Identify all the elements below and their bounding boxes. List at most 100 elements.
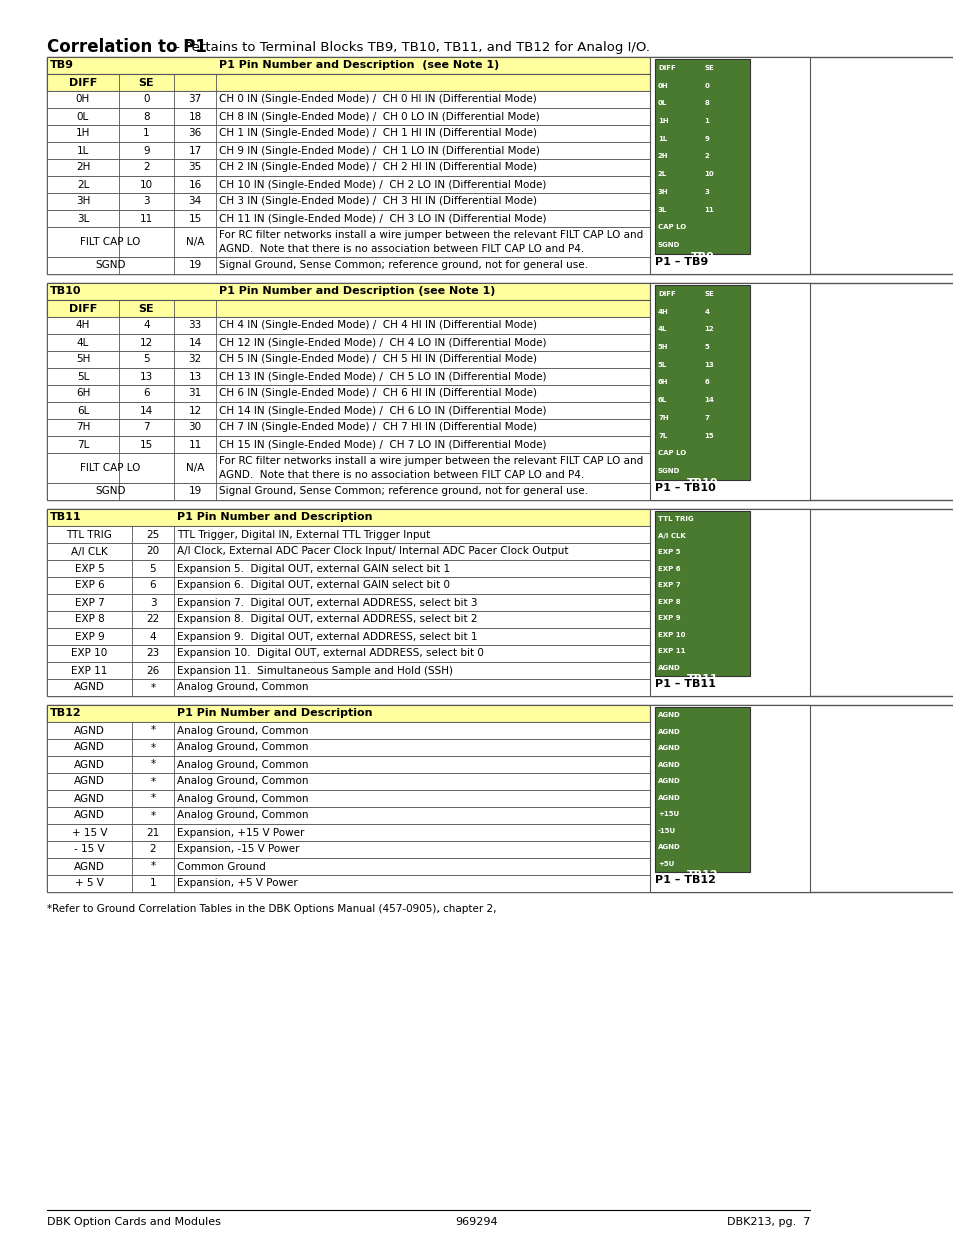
Text: 25: 25 <box>146 530 159 540</box>
Text: CH 7 IN (Single-Ended Mode) /  CH 7 HI IN (Differential Mode): CH 7 IN (Single-Ended Mode) / CH 7 HI IN… <box>219 422 537 432</box>
Text: CH 10 IN (Single-Ended Mode) /  CH 2 LO IN (Differential Mode): CH 10 IN (Single-Ended Mode) / CH 2 LO I… <box>219 179 546 189</box>
Text: SGND: SGND <box>658 468 679 474</box>
Bar <box>47 300 649 317</box>
Text: 26: 26 <box>146 666 159 676</box>
Text: Signal Ground, Sense Common; reference ground, not for general use.: Signal Ground, Sense Common; reference g… <box>219 487 587 496</box>
Text: CH 0 IN (Single-Ended Mode) /  CH 0 HI IN (Differential Mode): CH 0 IN (Single-Ended Mode) / CH 0 HI IN… <box>219 95 537 105</box>
Bar <box>47 177 649 193</box>
Bar <box>47 74 649 91</box>
Text: Expansion 9.  Digital OUT, external ADDRESS, select bit 1: Expansion 9. Digital OUT, external ADDRE… <box>177 631 477 641</box>
Text: *Refer to Ground Correlation Tables in the DBK Options Manual (457-0905), chapte: *Refer to Ground Correlation Tables in t… <box>47 904 496 914</box>
Text: 7: 7 <box>703 415 709 421</box>
Bar <box>47 629 649 645</box>
Text: A/I CLK: A/I CLK <box>658 532 685 538</box>
Text: TTL TRIG: TTL TRIG <box>658 516 693 522</box>
Text: AGND: AGND <box>74 725 105 736</box>
Bar <box>649 283 809 500</box>
Text: 7H: 7H <box>75 422 91 432</box>
Text: AGND: AGND <box>658 845 680 850</box>
Text: DIFF: DIFF <box>658 65 675 70</box>
Bar <box>47 210 649 227</box>
Text: TTL Trigger, Digital IN, External TTL Trigger Input: TTL Trigger, Digital IN, External TTL Tr… <box>177 530 430 540</box>
Bar <box>47 193 649 210</box>
Bar <box>47 722 649 739</box>
Bar <box>47 662 649 679</box>
Text: 17: 17 <box>188 146 201 156</box>
Text: CH 9 IN (Single-Ended Mode) /  CH 1 LO IN (Differential Mode): CH 9 IN (Single-Ended Mode) / CH 1 LO IN… <box>219 146 539 156</box>
Text: 2L: 2L <box>658 172 666 178</box>
Text: N/A: N/A <box>186 237 204 247</box>
Text: 22: 22 <box>146 615 159 625</box>
Text: SE: SE <box>138 78 154 88</box>
Text: Common Ground: Common Ground <box>177 862 266 872</box>
Text: CH 1 IN (Single-Ended Mode) /  CH 1 HI IN (Differential Mode): CH 1 IN (Single-Ended Mode) / CH 1 HI IN… <box>219 128 537 138</box>
Text: EXP 5: EXP 5 <box>74 563 104 573</box>
Text: 11: 11 <box>188 440 201 450</box>
Text: CH 11 IN (Single-Ended Mode) /  CH 3 LO IN (Differential Mode): CH 11 IN (Single-Ended Mode) / CH 3 LO I… <box>219 214 546 224</box>
Text: For RC filter networks install a wire jumper between the relevant FILT CAP LO an: For RC filter networks install a wire ju… <box>219 456 642 466</box>
Text: P1 – TB9: P1 – TB9 <box>655 257 707 267</box>
Text: 15: 15 <box>140 440 153 450</box>
Bar <box>47 57 953 274</box>
Bar <box>47 283 953 500</box>
Text: P1 – TB12: P1 – TB12 <box>655 876 715 885</box>
Bar <box>649 57 809 274</box>
Bar <box>47 142 649 159</box>
Text: 37: 37 <box>188 95 201 105</box>
Text: 6H: 6H <box>658 379 668 385</box>
Bar <box>655 285 749 480</box>
Text: 0H: 0H <box>658 83 668 89</box>
Bar <box>47 351 649 368</box>
Bar <box>47 645 649 662</box>
Text: AGND: AGND <box>658 729 680 735</box>
Text: -15U: -15U <box>658 827 676 834</box>
Text: 0L: 0L <box>77 111 89 121</box>
Text: 10: 10 <box>703 172 714 178</box>
Text: 1H: 1H <box>658 119 668 124</box>
Text: Analog Ground, Common: Analog Ground, Common <box>177 777 308 787</box>
Bar <box>47 125 649 142</box>
Bar <box>47 91 649 107</box>
Text: 7L: 7L <box>658 432 666 438</box>
Text: TB12: TB12 <box>686 869 718 881</box>
Text: EXP 8: EXP 8 <box>658 599 679 605</box>
Text: 11: 11 <box>140 214 153 224</box>
Text: EXP 6: EXP 6 <box>658 566 679 572</box>
Text: 4L: 4L <box>77 337 89 347</box>
Text: 6: 6 <box>143 389 150 399</box>
Text: AGND: AGND <box>74 683 105 693</box>
Text: FILT CAP LO: FILT CAP LO <box>80 237 140 247</box>
Text: 18: 18 <box>188 111 201 121</box>
Text: 31: 31 <box>188 389 201 399</box>
Bar <box>655 511 749 676</box>
Text: 1L: 1L <box>658 136 666 142</box>
Text: 14: 14 <box>188 337 201 347</box>
Text: AGND: AGND <box>74 777 105 787</box>
Text: 1: 1 <box>143 128 150 138</box>
Bar <box>649 705 809 892</box>
Text: SGND: SGND <box>95 487 126 496</box>
Text: 1: 1 <box>150 878 156 888</box>
Text: 13: 13 <box>188 372 201 382</box>
Text: 4: 4 <box>150 631 156 641</box>
Text: 23: 23 <box>146 648 159 658</box>
Text: 32: 32 <box>188 354 201 364</box>
Text: Signal Ground, Sense Common; reference ground, not for general use.: Signal Ground, Sense Common; reference g… <box>219 261 587 270</box>
Text: 3: 3 <box>703 189 709 195</box>
Text: EXP 11: EXP 11 <box>658 648 685 655</box>
Text: *: * <box>151 810 155 820</box>
Bar <box>47 858 649 876</box>
Text: 5: 5 <box>703 345 708 350</box>
Text: 30: 30 <box>189 422 201 432</box>
Bar <box>47 611 649 629</box>
Text: 6: 6 <box>703 379 708 385</box>
Bar <box>47 509 649 526</box>
Text: TB12: TB12 <box>50 709 82 719</box>
Bar <box>47 403 649 419</box>
Bar <box>47 227 649 257</box>
Text: EXP 11: EXP 11 <box>71 666 108 676</box>
Bar <box>47 705 953 892</box>
Text: AGND: AGND <box>74 760 105 769</box>
Text: 5L: 5L <box>658 362 666 368</box>
Text: TTL TRIG: TTL TRIG <box>67 530 112 540</box>
